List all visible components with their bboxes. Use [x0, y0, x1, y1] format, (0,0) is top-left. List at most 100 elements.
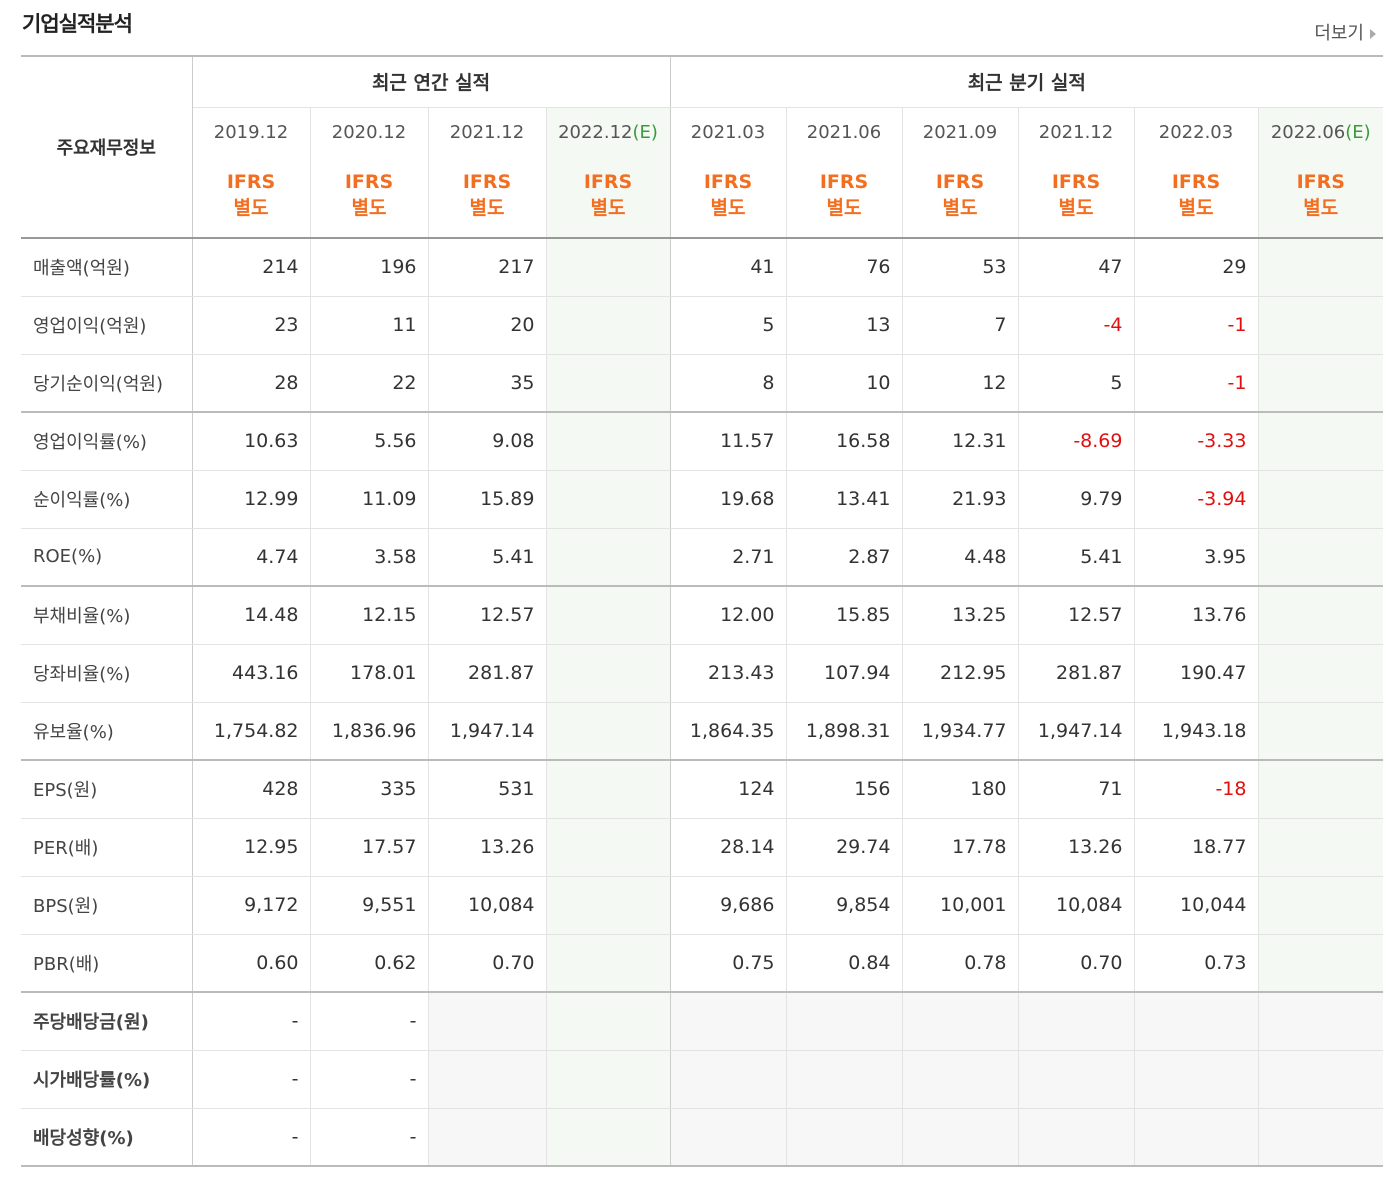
table-cell: 9,854: [785, 876, 902, 935]
table-cell: 213.43: [669, 644, 786, 703]
table-cell: 9,551: [309, 876, 428, 935]
table-cell: 178.01: [309, 644, 428, 703]
table-cell: -: [309, 992, 428, 1051]
table-cell: 12.99: [191, 470, 310, 529]
more-link[interactable]: 더보기: [1314, 19, 1376, 45]
period-header: 2022.12(E): [545, 107, 670, 157]
table-cell: [545, 586, 670, 645]
table-cell: [1257, 760, 1384, 819]
table-cell: 13.25: [901, 586, 1018, 645]
period-date: 2021.06: [806, 121, 882, 143]
table-cell: 2.71: [669, 528, 786, 587]
table-cell: 156: [785, 760, 902, 819]
table-row: 당기순이익(억원) 28 22 35 8 10 12 5 -1: [21, 354, 1384, 413]
ifrs-label: IFRS 별도: [785, 157, 902, 239]
ifrs-label: IFRS 별도: [1257, 157, 1384, 239]
table-cell: 1,947.14: [1017, 702, 1134, 761]
table-cell: 12: [901, 354, 1018, 413]
table-cell: 1,947.14: [427, 702, 546, 761]
table-cell: [901, 1050, 1018, 1109]
table-row: ROE(%) 4.74 3.58 5.41 2.71 2.87 4.48 5.41 3.95: [21, 528, 1384, 587]
row-label: 순이익률(%): [21, 470, 193, 529]
period-header: 2022.06(E): [1257, 107, 1384, 157]
table-cell: -: [191, 992, 310, 1051]
table-row: 시가배당률(%) - -: [21, 1050, 1384, 1109]
table-cell: [545, 992, 670, 1051]
table-cell: 22: [309, 354, 428, 413]
table-cell: 214: [191, 238, 310, 297]
table-cell: [1257, 702, 1384, 761]
table-cell: 3.95: [1133, 528, 1258, 587]
table-cell: [545, 412, 670, 471]
table-cell: [545, 528, 670, 587]
table-row: PER(배) 12.95 17.57 13.26 28.14 29.74 17.78 13.2…: [21, 818, 1384, 877]
table-cell: 281.87: [427, 644, 546, 703]
table-cell: [545, 1050, 670, 1109]
row-label: PBR(배): [21, 934, 193, 993]
table-cell: 13.26: [427, 818, 546, 877]
table-cell: 12.57: [1017, 586, 1134, 645]
table-cell: 4.74: [191, 528, 310, 587]
table-row: EPS(원) 428 335 531 124 156 180 71 -18: [21, 760, 1384, 819]
table-cell: 212.95: [901, 644, 1018, 703]
table-cell: 10,084: [1017, 876, 1134, 935]
table-cell: 10: [785, 354, 902, 413]
table-row: 배당성향(%) - -: [21, 1108, 1384, 1167]
table-cell: 0.73: [1133, 934, 1258, 993]
table-cell: [427, 1108, 546, 1167]
table-cell: 18.77: [1133, 818, 1258, 877]
period-header: 2021.12: [427, 107, 546, 157]
table-cell: [1257, 296, 1384, 355]
ifrs-line1: IFRS: [344, 171, 394, 193]
group-quarter: 최근 분기 실적: [669, 55, 1384, 108]
table-cell: 217: [427, 238, 546, 297]
table-cell: 190.47: [1133, 644, 1258, 703]
table-cell: 13: [785, 296, 902, 355]
table-cell: 53: [901, 238, 1018, 297]
period-header: 2019.12: [191, 107, 310, 157]
ifrs-line1: IFRS: [819, 171, 869, 193]
row-label: 영업이익률(%): [21, 412, 193, 471]
row-label: EPS(원): [21, 760, 193, 819]
table-cell: 17.57: [309, 818, 428, 877]
table-cell: [1017, 1108, 1134, 1167]
table-cell: [1257, 644, 1384, 703]
table-row: BPS(원) 9,172 9,551 10,084 9,686 9,854 10,001 10…: [21, 876, 1384, 935]
table-cell: 8: [669, 354, 786, 413]
table-cell: 29.74: [785, 818, 902, 877]
ifrs-label: IFRS 별도: [309, 157, 428, 239]
table-cell: [545, 876, 670, 935]
period-header: 2021.03: [669, 107, 786, 157]
row-label: 시가배당률(%): [21, 1050, 193, 1109]
table-row: 매출액(억원) 214 196 217 41 76 53 47 29: [21, 238, 1384, 297]
table-cell: 11: [309, 296, 428, 355]
ifrs-label: IFRS 별도: [1133, 157, 1258, 239]
ifrs-line2: 별도: [826, 197, 862, 219]
table-cell: 1,898.31: [785, 702, 902, 761]
table-cell: 0.60: [191, 934, 310, 993]
table-cell: [1133, 1108, 1258, 1167]
table-cell: -4: [1017, 296, 1134, 355]
table-cell: 16.58: [785, 412, 902, 471]
row-label: 당좌비율(%): [21, 644, 193, 703]
table-cell: [1257, 876, 1384, 935]
table-cell: 0.84: [785, 934, 902, 993]
table-row: 영업이익률(%) 10.63 5.56 9.08 11.57 16.58 12.31 -8.6…: [21, 412, 1384, 471]
financial-table: 주요재무정보 최근 연간 실적 최근 분기 실적 2019.12 2020.12 2…: [21, 55, 1384, 1167]
table-cell: [1257, 934, 1384, 993]
table-cell: 281.87: [1017, 644, 1134, 703]
ifrs-line2: 별도: [710, 197, 746, 219]
table-cell: 107.94: [785, 644, 902, 703]
estimate-mark: (E): [632, 121, 658, 143]
table-cell: [1257, 818, 1384, 877]
table-cell: 13.41: [785, 470, 902, 529]
table-cell: [785, 992, 902, 1051]
table-cell: 9.08: [427, 412, 546, 471]
table-cell: [1257, 470, 1384, 529]
table-cell: 428: [191, 760, 310, 819]
table-cell: 12.00: [669, 586, 786, 645]
row-label: ROE(%): [21, 528, 193, 587]
table-cell: 14.48: [191, 586, 310, 645]
table-cell: [545, 702, 670, 761]
ifrs-line2: 별도: [942, 197, 978, 219]
